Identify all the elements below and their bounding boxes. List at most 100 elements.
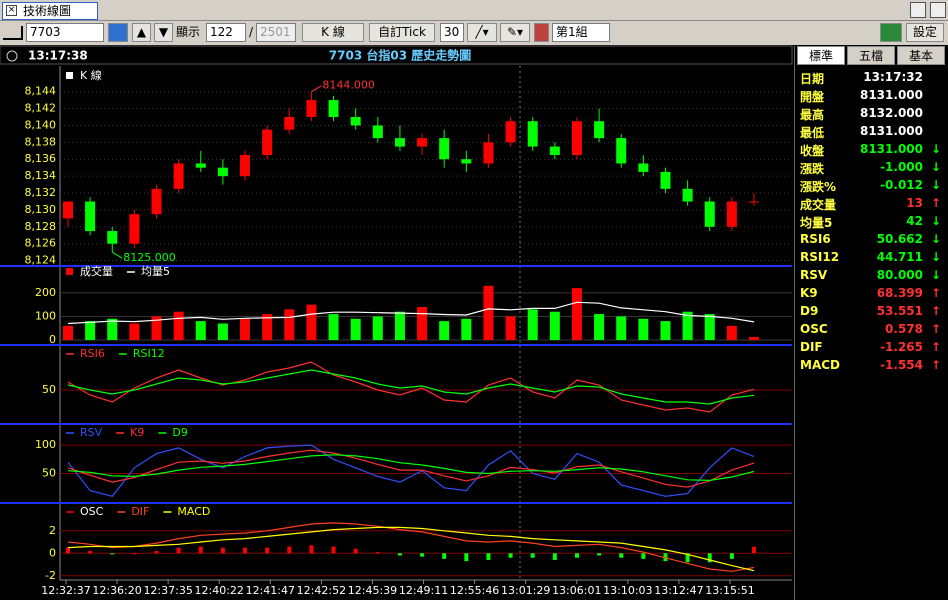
y-tick-label: 8,138 [25,135,57,148]
row-arrow: ↑ [930,304,941,318]
chart-type-button[interactable]: K 線 [302,23,364,42]
row-arrow: ↑ [930,196,941,210]
row-label: 收盤 [800,144,825,158]
bar [508,553,513,558]
bar [685,553,690,563]
restore-button[interactable] [910,2,926,18]
down-button[interactable]: ▼ [154,23,173,42]
info-row: RSV 80.000 ↓ [795,268,948,286]
row-label: 漲跌 [800,162,825,176]
tab[interactable]: 標準 [797,46,845,65]
row-value: -1.000 [880,160,923,174]
candle-body [372,125,383,139]
bar [375,552,380,554]
x-tick-label: 13:15:51 [705,584,754,597]
y-tick-label: 200 [35,286,56,299]
close-icon[interactable]: × [6,5,17,16]
row-arrow: ↓ [930,142,941,156]
bar [284,309,295,340]
y-tick-label: 100 [35,438,56,451]
y-tick-label: 50 [42,467,56,480]
legend-label: 成交量 [80,264,113,278]
candle-body [549,146,560,156]
candle-body [483,142,494,164]
bar [331,546,336,554]
x-tick-label: 12:37:35 [143,584,192,597]
candle-body [63,201,73,219]
window-tab[interactable]: × 技術線圖 [2,2,98,20]
bar [597,553,602,556]
candle-body [417,138,428,147]
show-label: 顯示 [176,25,201,39]
interval-input[interactable]: 30 [440,23,464,42]
legend-marker [66,268,73,275]
bar [527,309,538,340]
group-select[interactable]: 第1組 [552,23,610,42]
legend-marker [66,72,73,79]
symbol-select[interactable]: 7703 [26,23,104,42]
link-icon[interactable] [3,26,23,40]
tab[interactable]: 五檔 [847,46,895,65]
info-row: 漲跌 -1.000 ↓ [795,160,948,178]
y-tick-label: 8,140 [25,118,57,131]
bar [85,321,96,340]
candle-body [151,188,162,215]
row-value: 50.662 [876,232,923,246]
bar [66,547,70,554]
settings-button[interactable]: 設定 [906,23,944,42]
candle-body [682,188,693,202]
info-row: 漲跌% -0.012 ↓ [795,178,948,196]
bar [552,553,557,560]
row-label: 均量5 [800,216,833,230]
info-row: K9 68.399 ↑ [795,286,948,304]
show-count-input[interactable]: 122 [206,23,246,42]
bar [195,321,206,340]
candle-body [262,129,273,156]
y-tick-label: 0 [49,333,56,346]
candle-body [505,121,516,143]
info-row: D9 53.551 ↑ [795,304,948,322]
candle-body [571,121,582,156]
candle-body [704,201,715,227]
row-label: 日期 [800,72,825,86]
row-value: 53.551 [876,304,923,318]
up-button[interactable]: ▲ [132,23,151,42]
bar [265,547,270,554]
annotation-line [311,85,322,93]
x-tick-label: 13:12:47 [654,584,703,597]
y-tick-label: 8,124 [25,254,57,267]
y-tick-label: 8,136 [25,152,57,165]
bar [88,551,93,554]
row-value: 80.000 [876,268,923,282]
eraser-button[interactable]: ✎▾ [500,23,530,42]
tab[interactable]: 基本 [897,46,945,65]
bar [63,325,73,340]
info-panel: 標準 五檔 基本 日期 13:17:32 開盤 8131.000 最高 8132.000 最低 81… [794,46,948,600]
y-tick-label: 8,132 [25,186,57,199]
line-series [67,522,755,572]
info-row: DIF -1.265 ↑ [795,340,948,358]
chart-header [0,45,793,65]
bar [704,314,715,340]
draw-line-button[interactable]: ╱▾ [467,23,497,42]
bar [107,318,118,340]
bar [641,553,646,559]
color-button[interactable] [534,23,549,42]
candle-body [85,201,96,232]
info-row: RSI6 50.662 ↓ [795,232,948,250]
excel-button[interactable] [880,23,902,42]
candle-body [350,117,361,126]
info-row: 成交量 13 ↑ [795,196,948,214]
bar [154,551,159,554]
y-tick-label: 50 [42,383,56,396]
y-tick-label: 8,144 [25,85,57,98]
row-arrow: ↑ [930,286,941,300]
candle-body [594,121,605,139]
bar [638,318,649,340]
bar [464,553,469,562]
bar [483,285,494,340]
help-button[interactable] [930,2,946,18]
tick-mode-button[interactable]: 自訂Tick [369,23,435,42]
bar [505,316,516,340]
search-button[interactable] [108,23,128,42]
